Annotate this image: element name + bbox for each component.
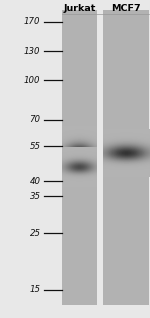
Text: 15: 15 (30, 285, 40, 294)
FancyBboxPatch shape (103, 10, 149, 305)
Text: MCF7: MCF7 (111, 4, 141, 13)
Text: 35: 35 (30, 191, 40, 201)
Text: Jurkat: Jurkat (63, 4, 96, 13)
Text: 55: 55 (30, 142, 40, 151)
Text: 170: 170 (24, 17, 40, 26)
FancyBboxPatch shape (62, 10, 97, 305)
Text: 100: 100 (24, 76, 40, 85)
Text: 130: 130 (24, 47, 40, 56)
Text: 25: 25 (30, 229, 40, 238)
Text: 70: 70 (30, 115, 40, 124)
Text: 40: 40 (30, 177, 40, 186)
